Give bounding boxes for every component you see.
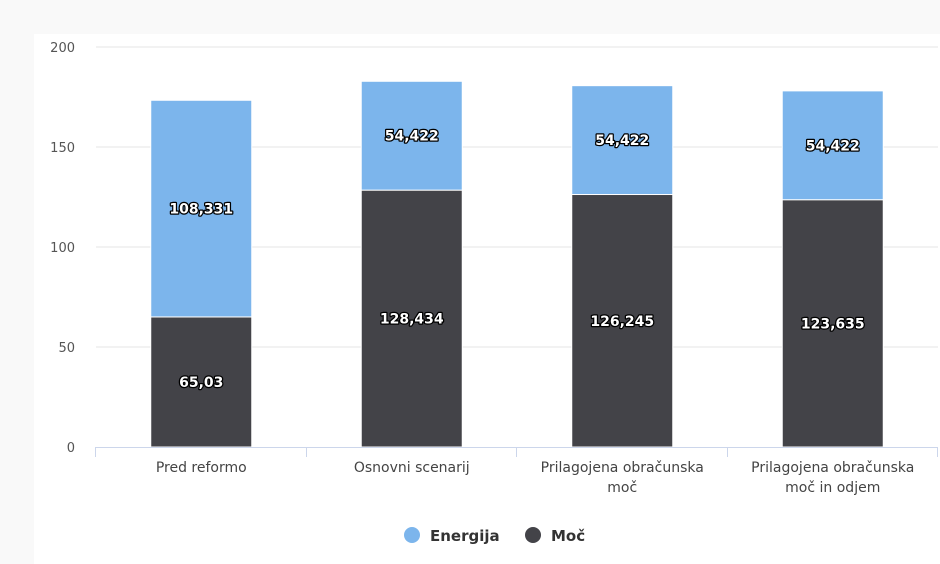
- data-labels: 65,03 108,331 128,434 54,422 126,245 54,422 12…: [168, 127, 866, 392]
- bar-mo--1[interactable]: [360, 189, 463, 448]
- legend-item-mo-[interactable]: Moč: [525, 527, 585, 545]
- data-label: 126,245: [590, 314, 654, 330]
- bar-energija-2[interactable]: [571, 85, 674, 196]
- bars: [150, 80, 884, 448]
- x-category-label: moč in odjem: [785, 480, 880, 496]
- bar-mo--2[interactable]: [571, 194, 674, 448]
- data-label: 54,422: [385, 129, 439, 145]
- legend-label: Moč: [551, 527, 585, 545]
- legend-item-energija[interactable]: Energija: [404, 527, 500, 545]
- x-category-label: Osnovni scenarij: [354, 460, 470, 476]
- y-tick-label: 0: [67, 441, 75, 456]
- legend-marker: [525, 527, 541, 543]
- data-label: 54,422: [806, 138, 860, 154]
- x-category-label: Pred reformo: [156, 460, 247, 476]
- y-tick-label: 150: [50, 141, 75, 156]
- bar-energija-3[interactable]: [781, 90, 884, 201]
- legend-marker: [404, 527, 420, 543]
- data-label: 123,635: [801, 316, 865, 332]
- y-tick-label: 50: [58, 341, 75, 356]
- legend: Energija Moč: [404, 527, 585, 545]
- bar-mo--3[interactable]: [781, 199, 884, 448]
- x-category-label: Prilagojena obračunska: [751, 460, 914, 476]
- data-label: 65,03: [179, 375, 223, 391]
- x-axis-categories: Pred reformo Osnovni scenarij Prilagojena …: [156, 460, 915, 496]
- data-label: 54,422: [595, 133, 649, 149]
- y-axis-ticks: 0 50 100 150 200: [50, 41, 75, 456]
- x-category-label: moč: [607, 480, 637, 496]
- x-axis: [95, 447, 938, 457]
- bar-energija-0[interactable]: [150, 99, 253, 318]
- data-label: 108,331: [169, 202, 233, 218]
- x-category-label: Prilagojena obračunska: [541, 460, 704, 476]
- y-tick-label: 100: [50, 241, 75, 256]
- legend-label: Energija: [430, 527, 500, 545]
- y-tick-label: 200: [50, 41, 75, 56]
- bar-energija-1[interactable]: [360, 80, 463, 191]
- data-label: 128,434: [380, 312, 444, 328]
